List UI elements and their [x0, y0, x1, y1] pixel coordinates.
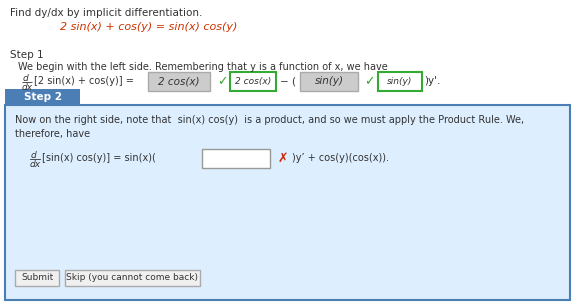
Text: sin(y): sin(y)	[314, 76, 343, 87]
Text: d: d	[23, 74, 29, 83]
Text: Skip (you cannot come back): Skip (you cannot come back)	[66, 274, 198, 282]
Text: )y’ + cos(y)(cos(x)).: )y’ + cos(y)(cos(x)).	[292, 153, 389, 163]
Bar	[202, 149, 270, 168]
Text: Find dy/dx by implicit differentiation.: Find dy/dx by implicit differentiation.	[10, 8, 202, 18]
Bar	[378, 72, 422, 91]
Text: d: d	[31, 151, 37, 160]
Text: ✓: ✓	[217, 75, 228, 88]
Text: [2 sin(x) + cos(y)] =: [2 sin(x) + cos(y)] =	[34, 76, 134, 86]
Text: 2 sin(x) + cos(y) = sin(x) cos(y): 2 sin(x) + cos(y) = sin(x) cos(y)	[60, 22, 238, 32]
Text: ✗: ✗	[278, 152, 288, 165]
Text: We begin with the left side. Remembering that y is a function of x, we have: We begin with the left side. Remembering…	[18, 62, 388, 72]
Text: Now on the right side, note that  sin(x) cos(y)  is a product, and so we must ap: Now on the right side, note that sin(x) …	[15, 115, 524, 125]
Bar	[230, 72, 276, 91]
Text: Submit: Submit	[21, 274, 53, 282]
Text: − (: − (	[280, 76, 296, 86]
Text: sin(y): sin(y)	[387, 77, 413, 86]
Bar	[5, 105, 570, 300]
Text: therefore, have: therefore, have	[15, 129, 90, 139]
Text: 2 cos(x): 2 cos(x)	[235, 77, 271, 86]
Bar	[15, 270, 59, 286]
Text: dx: dx	[22, 83, 33, 92]
Text: 2 cos(x): 2 cos(x)	[158, 76, 200, 87]
Bar	[148, 72, 210, 91]
Bar	[65, 270, 200, 286]
Text: Step 2: Step 2	[24, 92, 61, 102]
Text: ✓: ✓	[364, 75, 375, 88]
Text: [sin(x) cos(y)] = sin(x)(: [sin(x) cos(y)] = sin(x)(	[42, 153, 156, 163]
Bar	[5, 89, 80, 105]
Text: Step 1: Step 1	[10, 50, 43, 60]
Text: dx: dx	[30, 160, 41, 169]
Bar	[300, 72, 358, 91]
Text: )y'.: )y'.	[424, 76, 440, 86]
